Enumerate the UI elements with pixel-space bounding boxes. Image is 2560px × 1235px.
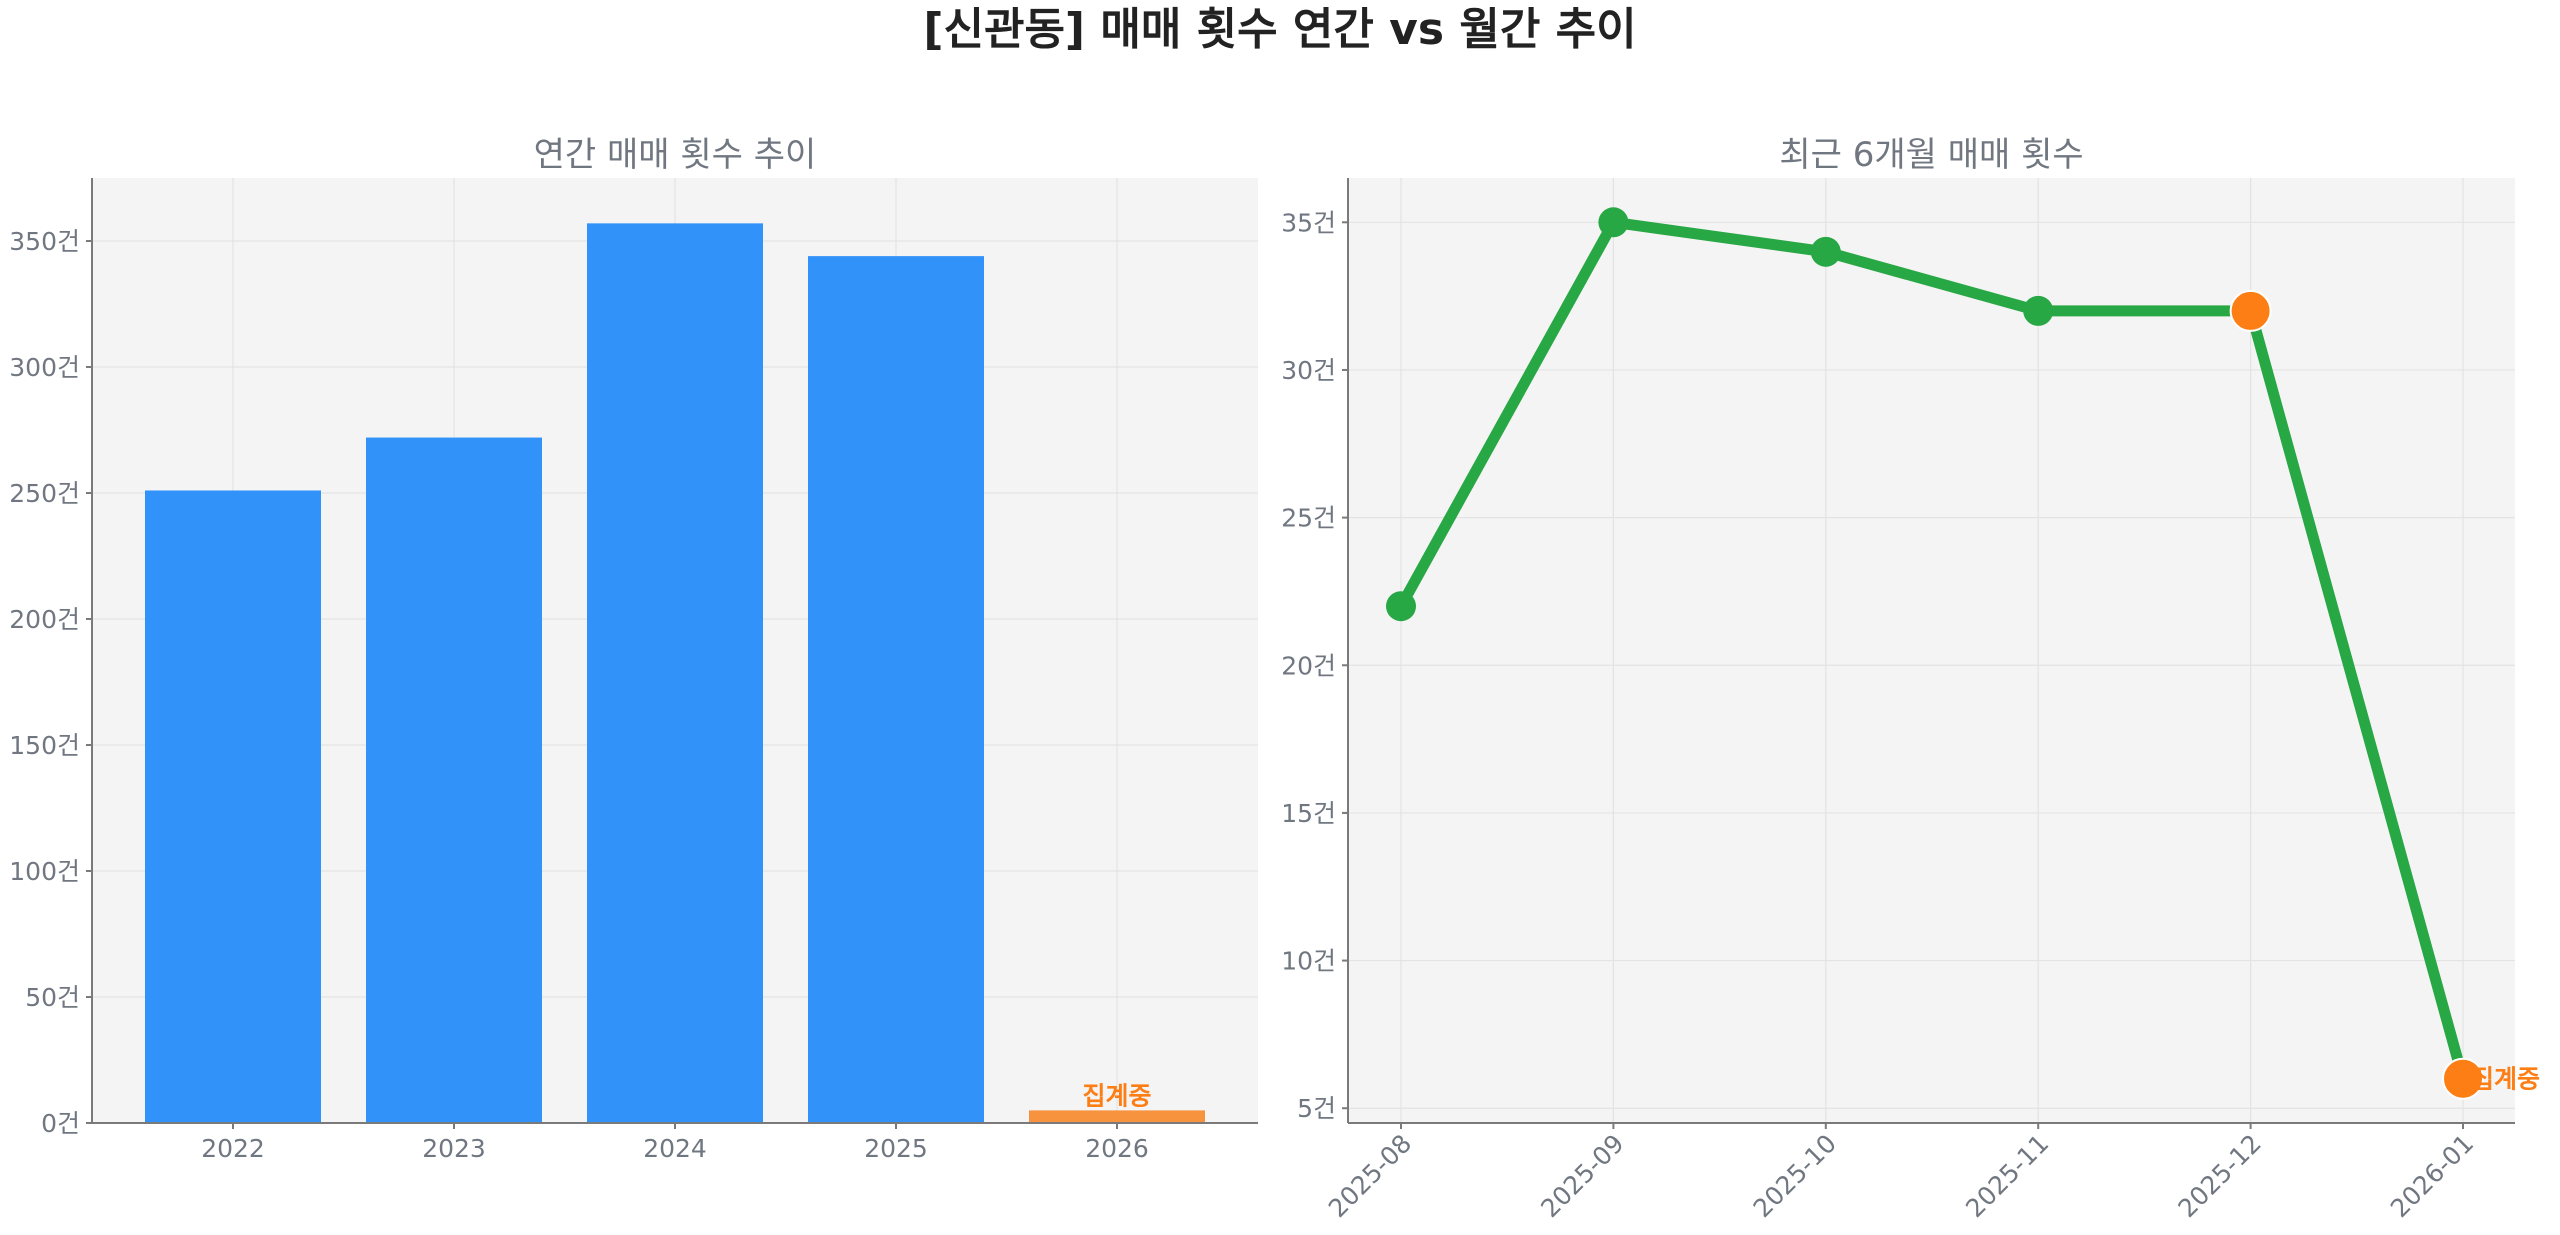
series-line <box>1395 216 2469 1085</box>
data-point-2025-08 <box>1386 591 1416 622</box>
x-tick-label: 2023 <box>422 1134 486 1163</box>
bar-2022 <box>145 490 321 1124</box>
x-tick-label: 2022 <box>201 1134 265 1163</box>
bar-2026 <box>1029 1110 1205 1123</box>
y-tick-label: 100건 <box>9 857 80 886</box>
annual-bar-chart: 0건 50건 100건 150건 200건 250건 300건 350건 2022 2023 202… <box>9 135 1258 1163</box>
x-tick-label: 2025-12 <box>2172 1129 2266 1223</box>
y-tick-label: 35건 <box>1281 208 1336 237</box>
y-tick-label: 10건 <box>1281 947 1336 976</box>
x-tick-label: 2025-09 <box>1535 1129 1629 1223</box>
x-tick-label: 2026-01 <box>2385 1129 2479 1223</box>
bar-2025 <box>808 256 984 1123</box>
y-tick-label: 25건 <box>1281 504 1336 533</box>
y-tick-label: 50건 <box>25 983 80 1012</box>
bar-2023 <box>366 437 542 1123</box>
x-tick-label: 2024 <box>643 1134 707 1163</box>
y-tick-label: 15건 <box>1281 799 1336 828</box>
x-tick-label: 2025-08 <box>1323 1129 1417 1223</box>
y-tick-label: 0건 <box>41 1109 80 1138</box>
y-tick-label: 20건 <box>1281 651 1336 680</box>
bar-2024 <box>587 223 763 1124</box>
plot-area <box>1348 178 2515 1123</box>
y-tick-label: 250건 <box>9 479 80 508</box>
data-point-2025-09 <box>1598 207 1629 238</box>
bar-chart-title: 연간 매매 횟수 추이 <box>534 135 817 175</box>
figure-title: [신관동] 매매 횟수 연간 vs 월간 추이 <box>923 4 1636 55</box>
y-tick-label: 5건 <box>1297 1094 1336 1123</box>
annotation-label: 집계중 <box>2471 1065 2540 1094</box>
y-tick-label: 300건 <box>9 353 80 382</box>
monthly-line-chart: 5건 10건 15건 20건 25건 30건 35건 2025-08 2025-09 2025-1… <box>1281 135 2540 1223</box>
data-point-2025-10 <box>1810 236 1841 267</box>
data-point-2025-11 <box>2023 295 2054 326</box>
y-tick-label: 150건 <box>9 731 80 760</box>
line-chart-title: 최근 6개월 매매 횟수 <box>1779 135 2083 175</box>
y-tick-label: 200건 <box>9 605 80 634</box>
x-tick-label: 2026 <box>1085 1134 1149 1163</box>
annotation-label: 집계중 <box>1082 1081 1151 1110</box>
x-tick-label: 2025 <box>864 1134 928 1163</box>
data-point-2026-01 <box>2442 1057 2484 1100</box>
data-point-2025-12 <box>2229 289 2272 332</box>
x-tick-label: 2025-11 <box>1960 1129 2054 1223</box>
x-tick-label: 2025-10 <box>1748 1129 1842 1223</box>
y-tick-label: 350건 <box>9 227 80 256</box>
y-tick-label: 30건 <box>1281 356 1336 385</box>
